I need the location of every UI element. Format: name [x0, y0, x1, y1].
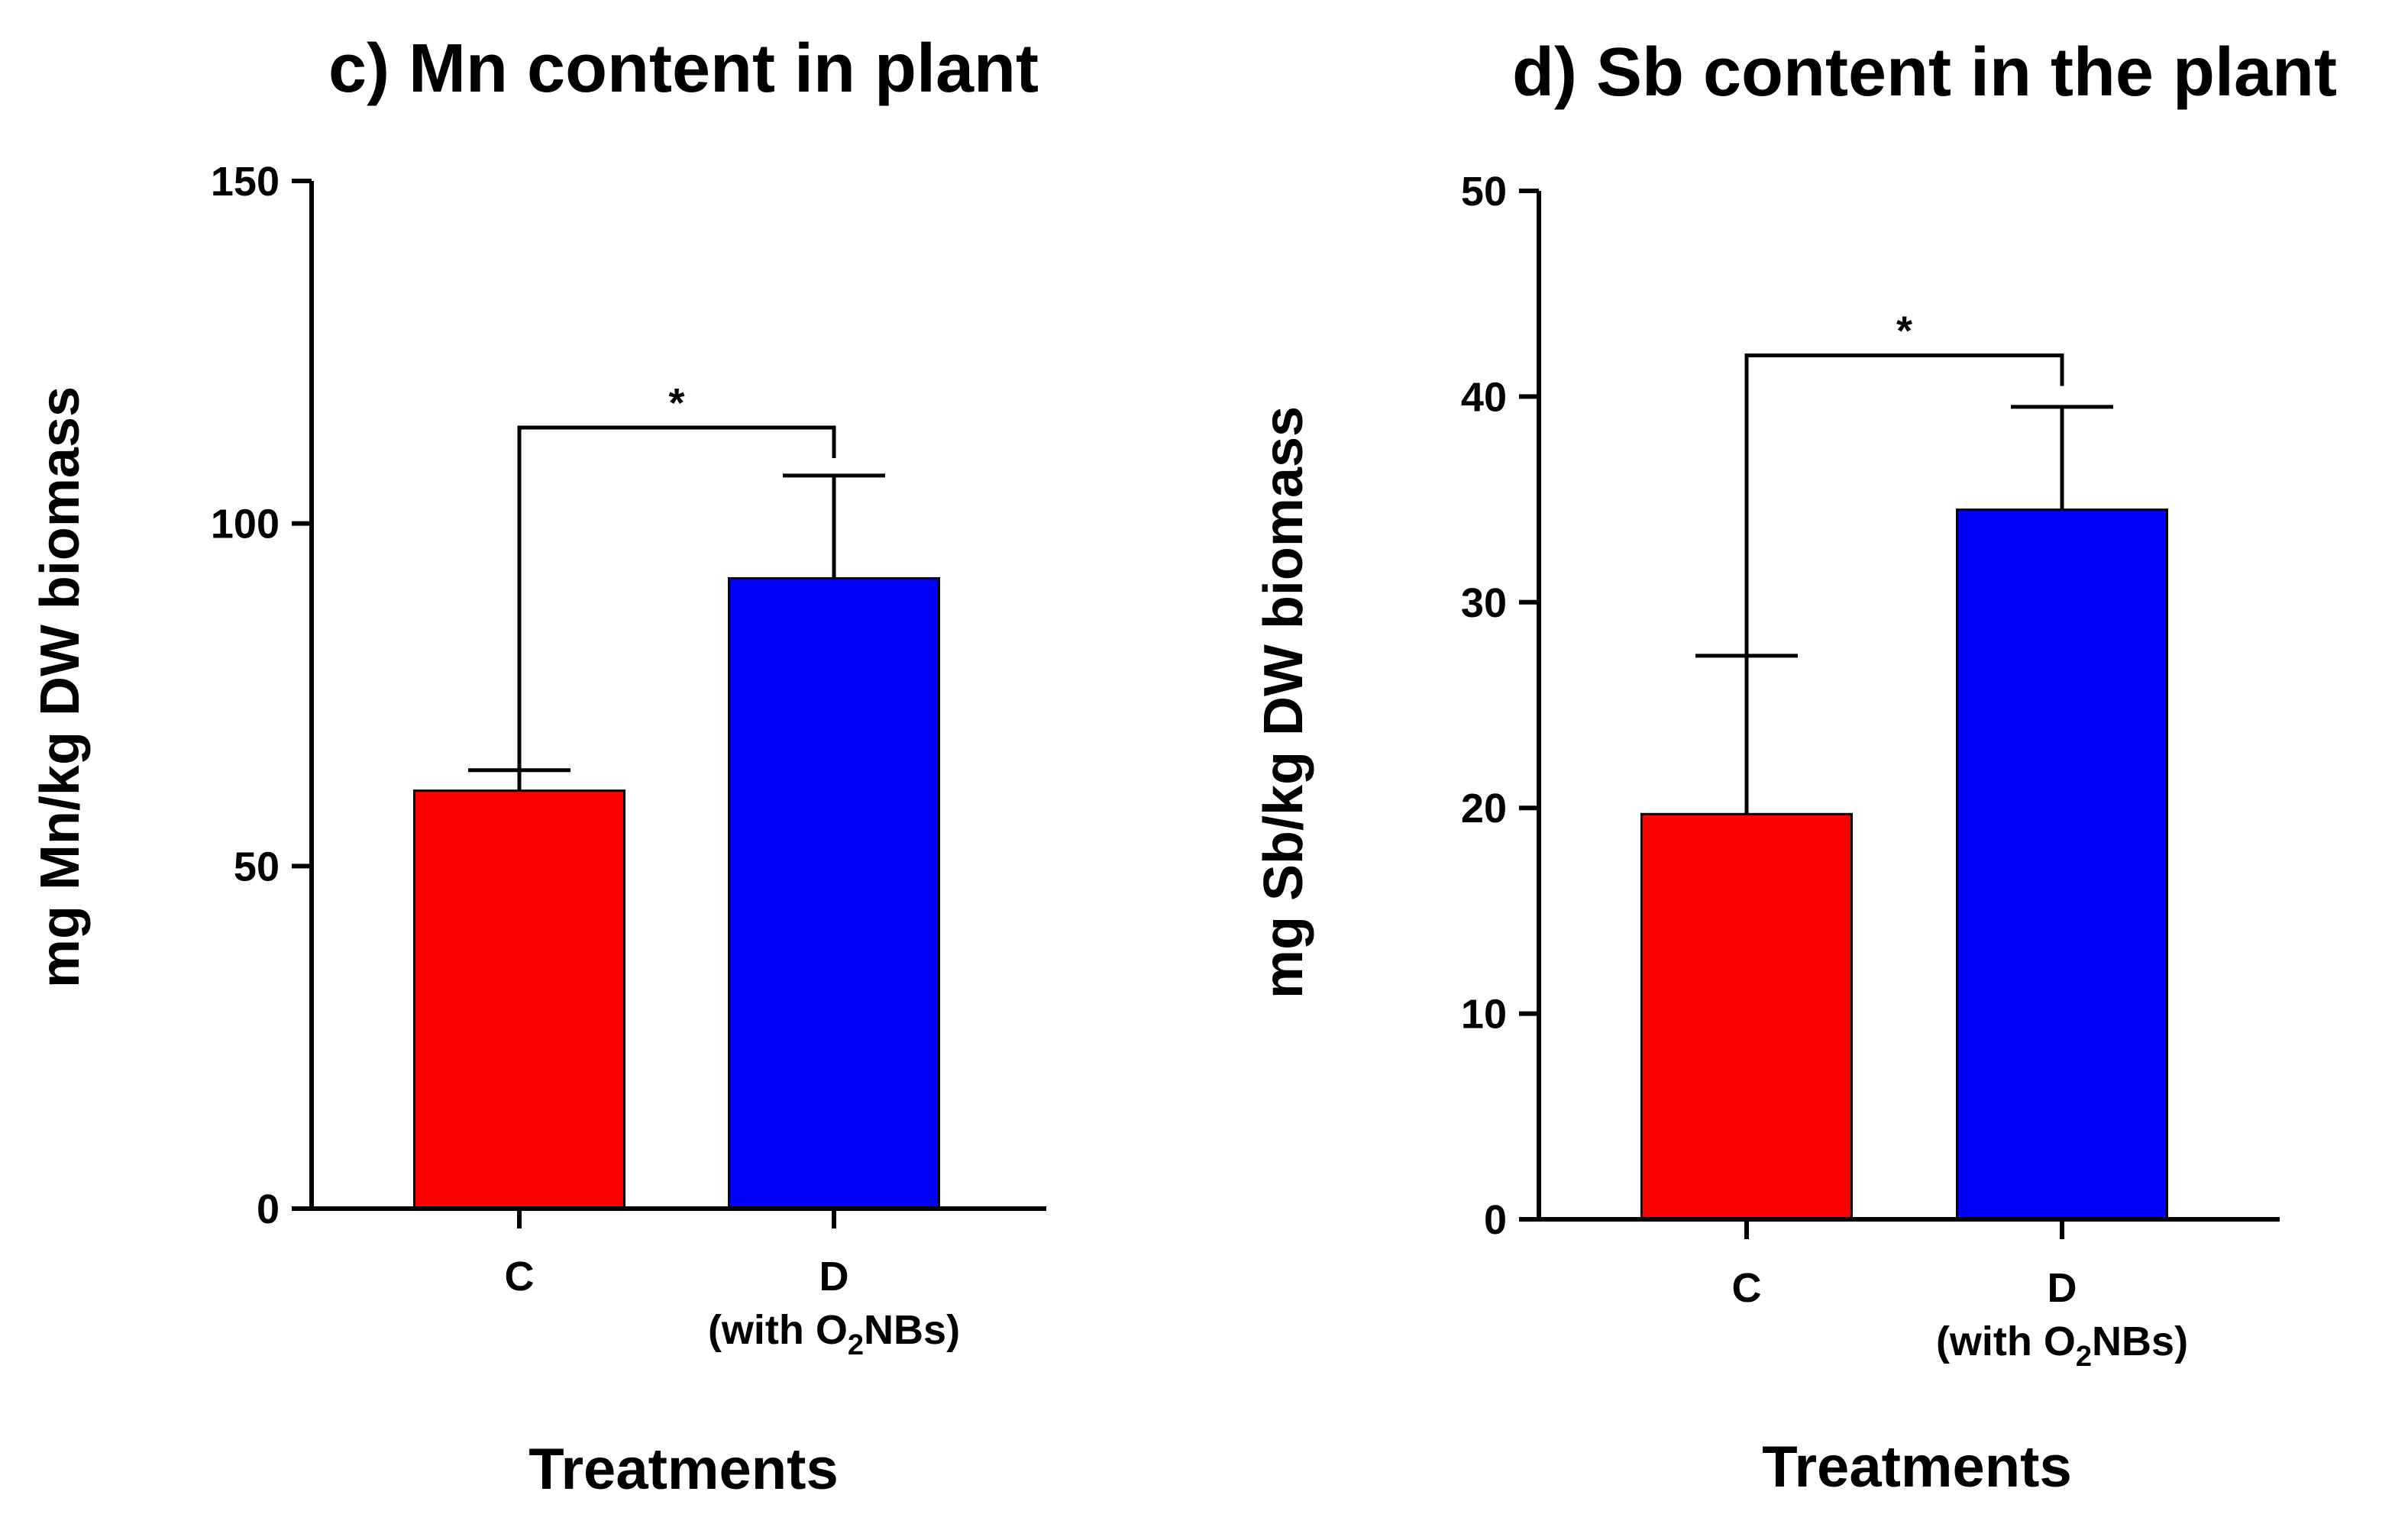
y-tick-label: 150: [211, 159, 280, 205]
bar-D: [728, 576, 940, 1210]
x-tick-label: C: [1732, 1265, 1762, 1311]
bars: [1640, 508, 2168, 1221]
y-axis: 0 50 100 150: [211, 159, 312, 1232]
chart-panel-sb: d) Sb content in the plant mg Sb/kg DW b…: [1253, 34, 2337, 1500]
y-axis-label: mg Mn/kg DW biomass: [30, 386, 91, 988]
significance-line: [1744, 354, 2064, 656]
x-axis-label: Treatments: [1762, 1435, 2072, 1500]
y-tick-label: 20: [1461, 786, 1507, 831]
chart-title: c) Mn content in plant: [328, 31, 1039, 107]
y-tick-label: 100: [211, 502, 280, 547]
error-bars: [1695, 405, 2113, 815]
chart-title: d) Sb content in the plant: [1512, 34, 2337, 111]
significance-bracket: *: [1744, 308, 2064, 656]
x-tick-label: C: [505, 1254, 535, 1299]
y-tick-label: 40: [1461, 374, 1507, 420]
y-tick-label: 0: [1484, 1197, 1507, 1243]
y-tick-label: 0: [257, 1186, 280, 1232]
y-tick-label: 10: [1461, 992, 1507, 1038]
bars: [413, 576, 940, 1210]
y-tick-label: 50: [234, 844, 280, 889]
y-axis: 0 10 20 30 40 50: [1461, 169, 1539, 1243]
bar-C: [413, 789, 625, 1210]
x-axis-label: Treatments: [528, 1437, 839, 1502]
x-tick-sublabel: (with O2NBs): [708, 1307, 960, 1361]
y-tick-label: 50: [1461, 169, 1507, 215]
significance-label: *: [1896, 308, 1912, 354]
bar-C: [1640, 812, 1853, 1221]
chart-panel-mn: c) Mn content in plant mg Mn/kg DW bioma…: [30, 31, 1046, 1502]
x-axis: C D (with O2NBs): [1732, 1219, 2188, 1373]
x-axis: C D (with O2NBs): [505, 1209, 960, 1361]
significance-line: [517, 425, 836, 770]
significance-label: *: [668, 380, 684, 426]
bar-D: [1956, 508, 2168, 1221]
x-tick-label: D: [2048, 1265, 2077, 1311]
y-tick-label: 30: [1461, 580, 1507, 626]
significance-bracket: *: [517, 380, 836, 770]
x-tick-label: D: [819, 1254, 849, 1299]
y-axis-label: mg Sb/kg DW biomass: [1253, 406, 1314, 999]
x-tick-sublabel: (with O2NBs): [1936, 1319, 2188, 1373]
